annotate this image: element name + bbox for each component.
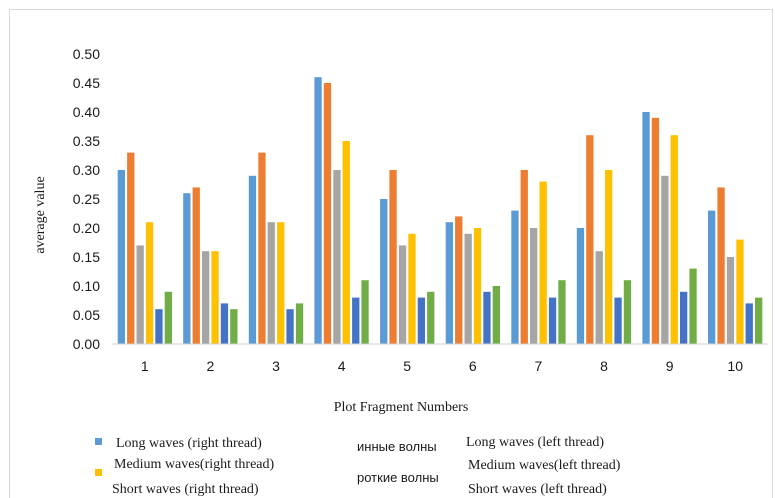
legend-marker — [95, 469, 102, 476]
x-tick-label: 8 — [600, 358, 608, 374]
bar — [220, 303, 229, 344]
legend-entry: Long waves (right thread) — [116, 436, 262, 451]
y-tick-label: 0.15 — [73, 249, 100, 265]
bar — [380, 199, 388, 344]
bar — [736, 239, 744, 344]
bar — [623, 280, 632, 344]
x-axis-ticks: 1 2 3 4 5 6 7 8 9 10 — [141, 358, 743, 374]
bar — [548, 297, 557, 344]
bar — [314, 77, 322, 344]
bar — [333, 170, 341, 344]
y-tick-label: 0.25 — [73, 191, 100, 207]
legend-entry: Medium waves(left thread) — [468, 458, 621, 473]
x-tick-label: 9 — [666, 358, 674, 374]
y-tick-label: 0.50 — [73, 46, 100, 62]
legend-entry: Short waves (left thread) — [468, 482, 607, 497]
y-axis-ticks: 0.00 0.05 0.10 0.15 0.20 0.25 0.30 0.35 0.40 0.45… — [73, 46, 100, 352]
bar — [277, 222, 285, 344]
bar — [145, 222, 154, 344]
x-tick-label: 3 — [272, 358, 280, 374]
bar — [511, 210, 519, 344]
bar — [614, 297, 622, 344]
bar — [417, 297, 425, 344]
chart-frame — [9, 9, 773, 498]
bar — [211, 251, 219, 344]
legend-overlap-fragment-1: инные волны — [357, 439, 437, 454]
y-tick-label: 0.20 — [73, 220, 100, 236]
bar — [670, 135, 678, 344]
bar — [483, 291, 491, 344]
bars — [117, 77, 763, 344]
legend: инные волны роткие волны Long waves (rig… — [95, 435, 621, 497]
bar — [755, 297, 763, 344]
bar — [576, 228, 585, 344]
bar — [530, 228, 538, 344]
legend-marker — [95, 438, 102, 445]
legend-entry: Short waves (right thread) — [112, 482, 259, 497]
bar — [136, 245, 144, 344]
x-tick-label: 1 — [141, 358, 149, 374]
bar — [642, 112, 650, 344]
bar — [661, 175, 669, 344]
bar — [117, 170, 125, 344]
bar — [352, 297, 360, 344]
legend-entry: Long waves (left thread) — [466, 435, 604, 450]
y-tick-label: 0.45 — [73, 75, 100, 91]
bar — [726, 257, 735, 344]
bar — [464, 233, 472, 344]
bar — [680, 291, 688, 344]
y-tick-label: 0.05 — [73, 307, 100, 323]
bar — [539, 181, 547, 344]
bar — [164, 291, 172, 344]
bar — [267, 222, 275, 344]
x-tick-label: 4 — [338, 358, 346, 374]
bar — [708, 210, 716, 344]
bar — [520, 170, 528, 344]
y-tick-label: 0.35 — [73, 133, 100, 149]
bar — [183, 193, 191, 344]
bar — [192, 187, 200, 344]
bar — [155, 309, 163, 344]
bar — [427, 291, 435, 344]
bar — [342, 141, 350, 344]
bar — [651, 117, 660, 344]
legend-overlap-fragment-2: роткие волны — [357, 470, 439, 485]
bar — [558, 280, 566, 344]
bar — [127, 152, 135, 344]
bar — [689, 268, 697, 344]
bar — [408, 233, 416, 344]
bar — [492, 286, 500, 344]
bar — [202, 251, 210, 344]
y-tick-label: 0.30 — [73, 162, 100, 178]
bar — [398, 245, 407, 344]
x-tick-label: 7 — [535, 358, 543, 374]
bar — [295, 303, 304, 344]
bar — [745, 303, 753, 344]
bar — [473, 228, 482, 344]
bar — [286, 309, 294, 344]
y-tick-label: 0.10 — [73, 278, 100, 294]
x-axis-title: Plot Fragment Numbers — [334, 400, 469, 415]
y-axis-title: average value — [33, 176, 48, 253]
bar — [361, 280, 369, 344]
bar — [445, 222, 453, 344]
bar — [389, 170, 397, 344]
x-tick-label: 5 — [403, 358, 411, 374]
bar — [230, 309, 238, 344]
bar — [455, 216, 463, 344]
bar — [605, 170, 613, 344]
bar — [595, 251, 603, 344]
bar — [248, 175, 257, 344]
x-tick-label: 6 — [469, 358, 477, 374]
bar — [258, 152, 266, 344]
bar — [586, 135, 594, 344]
bar — [323, 83, 332, 344]
x-tick-label: 2 — [207, 358, 215, 374]
legend-entry: Medium waves(right thread) — [114, 457, 275, 472]
bar — [717, 187, 725, 344]
y-tick-label: 0.00 — [73, 336, 100, 352]
x-tick-label: 10 — [727, 358, 743, 374]
y-tick-label: 0.40 — [73, 104, 100, 120]
